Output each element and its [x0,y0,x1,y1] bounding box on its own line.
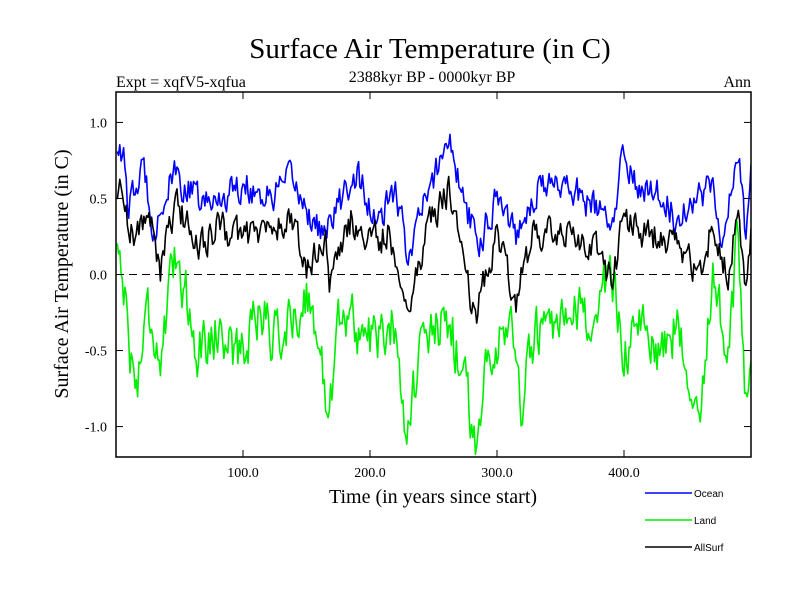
series-layer [116,133,751,455]
period-label: 2388kyr BP - 0000kyr BP [349,69,516,86]
legend: Ocean Land AllSurf [645,489,724,554]
series-line-allsurf [116,175,751,324]
y-tick-label: -0.5 [85,345,107,360]
x-tick-label: 300.0 [481,466,513,481]
y-tick-label: 1.0 [90,116,108,131]
x-tick-label: 200.0 [354,466,386,481]
ticks-layer: 100.0 200.0 300.0 400.0 1.0 0.5 0.0 -0.5 -1.0 [85,92,751,481]
plot-area: 100.0 200.0 300.0 400.0 1.0 0.5 0.0 -0.5 -1.0 [85,91,752,481]
experiment-label: Expt = xqfV5-xqfua [116,74,246,91]
series-line-land [116,220,751,455]
y-tick-label: 0.5 [90,192,108,207]
legend-label-ocean: Ocean [694,489,723,500]
chart-title: Surface Air Temperature (in C) [249,33,610,65]
legend-label-land: Land [694,516,716,527]
legend-label-allsurf: AllSurf [694,543,724,554]
x-tick-label: 100.0 [227,466,259,481]
x-axis-label: Time (in years since start) [329,486,537,508]
y-axis-label: Surface Air Temperature (in C) [51,149,73,398]
season-label: Ann [723,74,751,91]
x-tick-label: 400.0 [608,466,640,481]
y-tick-label: -1.0 [85,421,107,436]
y-tick-label: 0.0 [90,269,108,284]
series-line-ocean [116,133,751,266]
